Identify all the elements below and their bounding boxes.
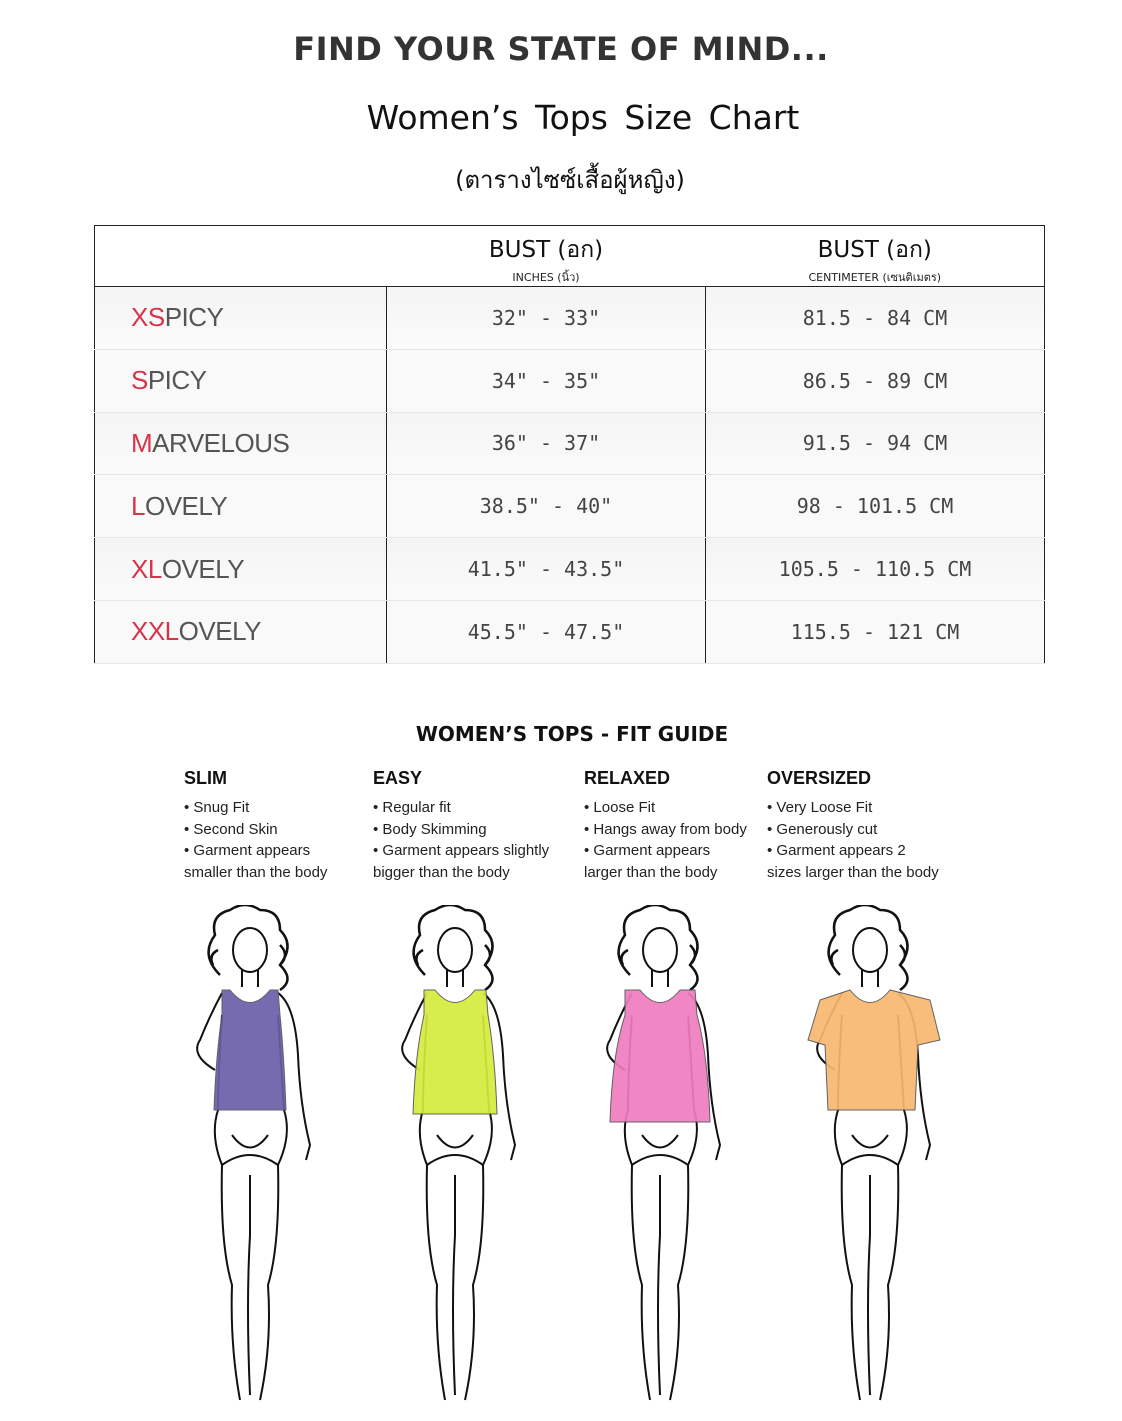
fit-name: EASY <box>373 768 423 788</box>
table-header: BUST (อก) INCHES (นิ้ว) BUST (อก) CENTIM… <box>94 225 1045 287</box>
fit-name: OVERSIZED <box>767 768 872 788</box>
column-unit: INCHES (นิ้ว) <box>512 271 580 284</box>
table-row: XSPICY 32" - 33" 81.5 - 84 CM <box>94 286 1045 350</box>
bust-inches: 38.5" - 40" <box>386 474 706 539</box>
bust-inches: 36" - 37" <box>386 412 706 476</box>
column-label: BUST (อก) <box>488 237 604 263</box>
fit-description-line: • Body Skimming <box>373 820 487 838</box>
table-row: XLOVELY 41.5" - 43.5" 105.5 - 110.5 CM <box>94 537 1045 601</box>
column-label: BUST (อก) <box>817 237 932 263</box>
fit-description-line: • Loose Fit <box>584 799 656 816</box>
size-suffix: PICY <box>147 365 207 396</box>
size-suffix: PICY <box>164 302 224 333</box>
header-empty <box>94 225 387 287</box>
fit-description-line: • Generously cut <box>767 820 878 838</box>
hair-icon <box>827 905 909 992</box>
fit-description-line: • Garment appears 2 <box>767 842 906 859</box>
size-prefix: XL <box>131 553 162 584</box>
garment-shape <box>213 989 287 1111</box>
size-suffix: OVELY <box>144 490 228 521</box>
fit-description-line: smaller than the body <box>184 863 328 881</box>
fit-description-line: • Garment appears slightly <box>373 842 550 859</box>
fit-figure-slim <box>196 905 312 1401</box>
column-unit: CENTIMETER (เซนติเมตร) <box>808 271 942 284</box>
table-row: MARVELOUS 36" - 37" 91.5 - 94 CM <box>94 412 1045 476</box>
fit-description-line: • Hangs away from body <box>584 820 747 838</box>
fit-figure-easy <box>401 905 517 1401</box>
size-name: XXLOVELY <box>94 600 387 664</box>
fit-description-line: • Snug Fit <box>184 799 250 816</box>
bust-inches: 45.5" - 47.5" <box>386 600 706 664</box>
fit-slim: SLIM • Snug Fit • Second Skin • Garment app… <box>184 768 327 883</box>
fit-description-line: bigger than the body <box>373 863 510 881</box>
page-subtitle: (ตารางไซซ์เสื้อผู้หญิง) <box>455 166 685 194</box>
bust-inches: 32" - 33" <box>386 286 706 350</box>
size-prefix: XS <box>131 302 165 333</box>
fit-guide-title: WOMEN’S TOPS - FIT GUIDE <box>415 722 729 746</box>
fit-description-line: larger than the body <box>584 863 718 881</box>
fit-oversized: OVERSIZED • Very Loose Fit • Generously cu… <box>767 768 939 883</box>
hair-icon <box>207 905 289 992</box>
size-prefix: M <box>131 427 153 458</box>
fit-description-line: • Regular fit <box>373 799 451 816</box>
size-suffix: OVELY <box>178 616 262 647</box>
table-row: SPICY 34" - 35" 86.5 - 89 CM <box>94 349 1045 413</box>
garment-shape <box>609 989 711 1123</box>
bust-inches: 34" - 35" <box>386 349 706 413</box>
fit-easy: EASY • Regular fit • Body Skimming • Garmen… <box>373 768 549 883</box>
fit-name: SLIM <box>184 768 227 788</box>
size-suffix: ARVELOUS <box>152 427 290 458</box>
bust-cm: 81.5 - 84 CM <box>705 286 1045 350</box>
header-inches: BUST (อก) INCHES (นิ้ว) <box>386 225 706 287</box>
fit-figure-oversized <box>807 905 941 1401</box>
hair-icon <box>617 905 699 992</box>
fit-description-line: sizes larger than the body <box>767 863 939 881</box>
garment-shape <box>412 989 498 1115</box>
bust-cm: 86.5 - 89 CM <box>705 349 1045 413</box>
size-chart-table: BUST (อก) INCHES (นิ้ว) BUST (อก) CENTIM… <box>94 225 1045 664</box>
table-row: LOVELY 38.5" - 40" 98 - 101.5 CM <box>94 474 1045 539</box>
table-row: XXLOVELY 45.5" - 47.5" 115.5 - 121 CM <box>94 600 1045 664</box>
size-suffix: OVELY <box>161 553 245 584</box>
fit-description-line: • Very Loose Fit <box>767 799 873 816</box>
bust-cm: 98 - 101.5 CM <box>705 474 1045 539</box>
size-prefix: L <box>131 490 145 521</box>
fit-description-line: • Garment appears <box>184 842 311 859</box>
size-prefix: XXL <box>131 616 179 647</box>
hair-icon <box>412 905 494 992</box>
bust-cm: 91.5 - 94 CM <box>705 412 1045 476</box>
bust-cm: 105.5 - 110.5 CM <box>705 537 1045 601</box>
bust-cm: 115.5 - 121 CM <box>705 600 1045 664</box>
size-name: SPICY <box>94 349 387 413</box>
fit-figure-relaxed <box>606 905 722 1401</box>
fit-description-line: • Second Skin <box>184 820 278 838</box>
fit-description-line: • Garment appears <box>584 842 711 859</box>
page-title: Women’s Tops Size Chart <box>366 98 800 137</box>
size-name: MARVELOUS <box>94 412 387 476</box>
tagline: FIND YOUR STATE OF MIND... <box>293 30 829 68</box>
bust-inches: 41.5" - 43.5" <box>386 537 706 601</box>
size-prefix: S <box>131 365 148 396</box>
size-name: LOVELY <box>94 474 387 539</box>
fit-name: RELAXED <box>584 768 671 788</box>
header-cm: BUST (อก) CENTIMETER (เซนติเมตร) <box>705 225 1045 287</box>
garment-shape <box>807 989 941 1111</box>
size-name: XLOVELY <box>94 537 387 601</box>
size-name: XSPICY <box>94 286 387 350</box>
fit-relaxed: RELAXED • Loose Fit • Hangs away from body… <box>584 768 747 883</box>
